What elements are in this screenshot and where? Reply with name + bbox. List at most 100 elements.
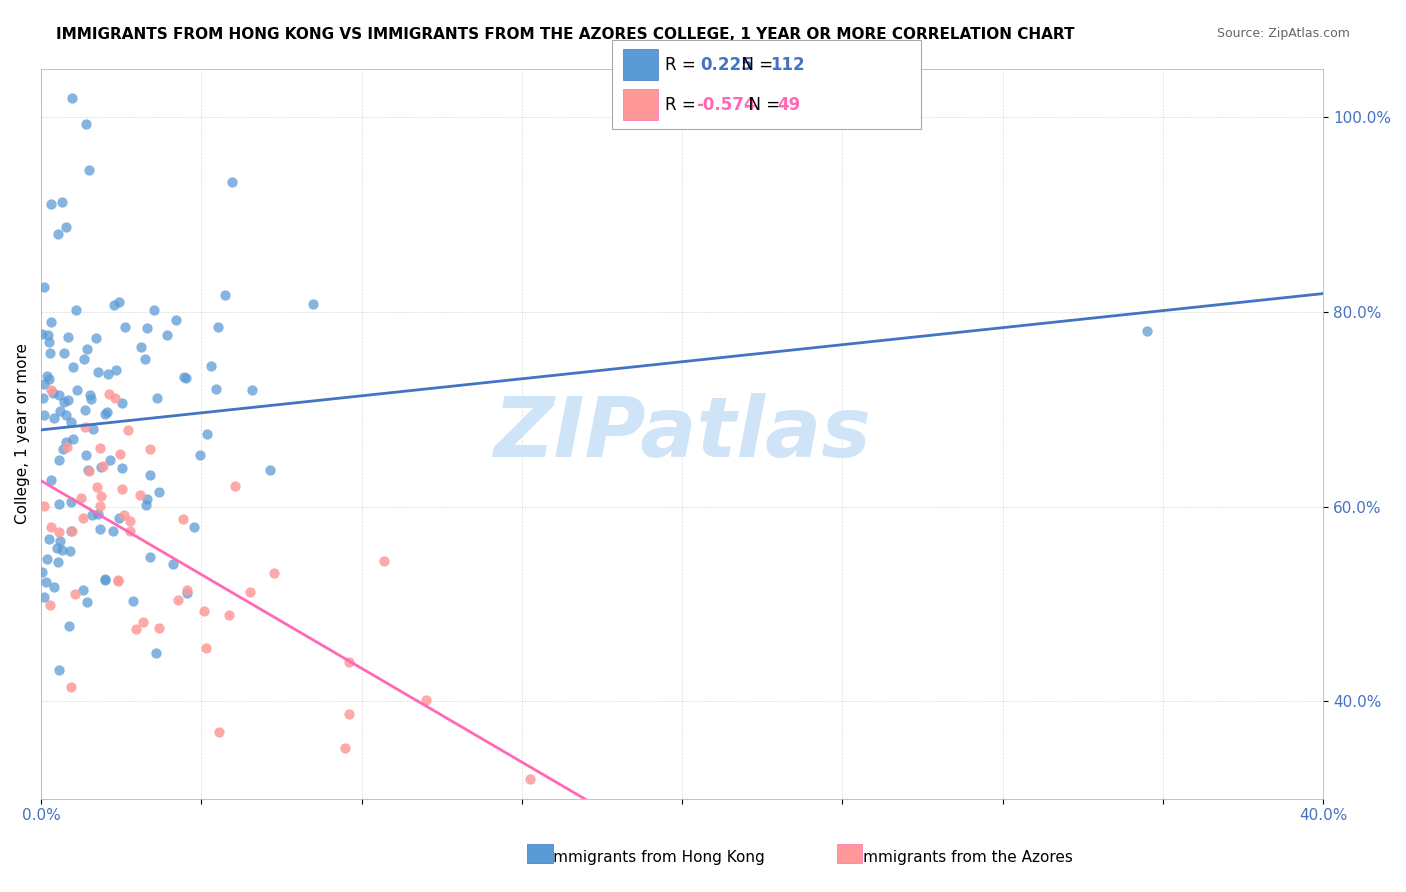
Point bbox=[32, 591, 55, 605]
Point bbox=[55, 435, 77, 450]
Y-axis label: College, 1 year or more: College, 1 year or more bbox=[15, 343, 30, 524]
Point bbox=[73, 420, 96, 434]
Point bbox=[94, 572, 117, 586]
Point bbox=[162, 558, 184, 572]
Point bbox=[239, 584, 262, 599]
Point bbox=[46, 541, 69, 555]
Point bbox=[37, 552, 59, 566]
Point bbox=[32, 408, 55, 422]
Point bbox=[214, 288, 236, 302]
Point bbox=[48, 388, 70, 402]
Point bbox=[190, 448, 212, 462]
Point bbox=[111, 396, 134, 410]
Point bbox=[53, 395, 76, 409]
Point bbox=[76, 595, 98, 609]
Point bbox=[56, 330, 79, 344]
Point bbox=[59, 680, 82, 694]
Point bbox=[80, 392, 103, 407]
Point bbox=[263, 566, 285, 581]
Point bbox=[60, 524, 83, 538]
Point bbox=[114, 320, 136, 334]
Point bbox=[55, 408, 77, 422]
Point bbox=[218, 608, 240, 623]
Text: Immigrants from the Azores: Immigrants from the Azores bbox=[844, 850, 1073, 865]
Point bbox=[76, 343, 98, 357]
Point bbox=[52, 442, 75, 456]
Point bbox=[1136, 325, 1159, 339]
Point bbox=[77, 462, 100, 476]
Point bbox=[48, 525, 70, 540]
Point bbox=[90, 459, 112, 474]
Point bbox=[145, 391, 167, 405]
Text: IMMIGRANTS FROM HONG KONG VS IMMIGRANTS FROM THE AZORES COLLEGE, 1 YEAR OR MORE : IMMIGRANTS FROM HONG KONG VS IMMIGRANTS … bbox=[56, 27, 1074, 42]
Point bbox=[79, 464, 101, 478]
Point bbox=[59, 544, 82, 558]
Point bbox=[48, 663, 70, 677]
Point bbox=[139, 467, 162, 482]
Point bbox=[111, 460, 134, 475]
Point bbox=[62, 360, 84, 375]
Point bbox=[122, 594, 145, 608]
Point bbox=[125, 622, 148, 636]
Text: 112: 112 bbox=[770, 56, 806, 74]
Point bbox=[79, 388, 101, 402]
Point bbox=[32, 280, 55, 294]
Text: N =: N = bbox=[731, 56, 779, 74]
Point bbox=[87, 507, 110, 521]
Text: 49: 49 bbox=[778, 96, 801, 114]
Point bbox=[89, 441, 111, 455]
Point bbox=[39, 315, 62, 329]
Point bbox=[38, 599, 60, 613]
Point bbox=[118, 524, 141, 538]
Point bbox=[96, 367, 118, 381]
Point bbox=[176, 583, 198, 598]
Point bbox=[207, 319, 229, 334]
Point bbox=[135, 498, 157, 512]
Point bbox=[72, 582, 94, 597]
Point bbox=[34, 376, 56, 391]
Point bbox=[143, 302, 166, 317]
Point bbox=[134, 351, 156, 366]
Text: N =: N = bbox=[738, 96, 786, 114]
Point bbox=[37, 328, 59, 343]
Point bbox=[200, 359, 222, 373]
Point bbox=[139, 442, 162, 456]
Point bbox=[59, 524, 82, 538]
Point bbox=[156, 328, 179, 343]
Point bbox=[107, 574, 129, 589]
Point bbox=[194, 641, 217, 656]
Point bbox=[66, 383, 89, 397]
Point bbox=[519, 772, 541, 787]
Point bbox=[73, 351, 96, 366]
Point bbox=[111, 482, 134, 496]
Point bbox=[86, 480, 108, 494]
Point bbox=[39, 474, 62, 488]
Point bbox=[94, 407, 117, 421]
Point bbox=[62, 432, 84, 446]
Point bbox=[167, 592, 190, 607]
Point bbox=[117, 423, 139, 437]
Point bbox=[89, 522, 111, 536]
Text: ZIPatlas: ZIPatlas bbox=[494, 393, 872, 475]
Point bbox=[82, 508, 104, 523]
Point bbox=[98, 453, 121, 467]
Point bbox=[221, 175, 243, 189]
Point bbox=[75, 402, 97, 417]
Point bbox=[105, 363, 128, 377]
Point bbox=[148, 622, 170, 636]
Point bbox=[91, 458, 114, 473]
Point bbox=[101, 524, 124, 538]
Point bbox=[72, 511, 94, 525]
Point bbox=[193, 604, 215, 618]
Point bbox=[148, 485, 170, 500]
Point bbox=[44, 411, 66, 425]
Point bbox=[183, 520, 205, 534]
Point bbox=[38, 335, 60, 350]
Point bbox=[70, 491, 93, 505]
Point bbox=[103, 298, 125, 312]
Point bbox=[195, 427, 218, 442]
Point bbox=[35, 574, 58, 589]
Point bbox=[108, 295, 131, 310]
Point bbox=[84, 331, 107, 345]
Point bbox=[37, 368, 59, 383]
